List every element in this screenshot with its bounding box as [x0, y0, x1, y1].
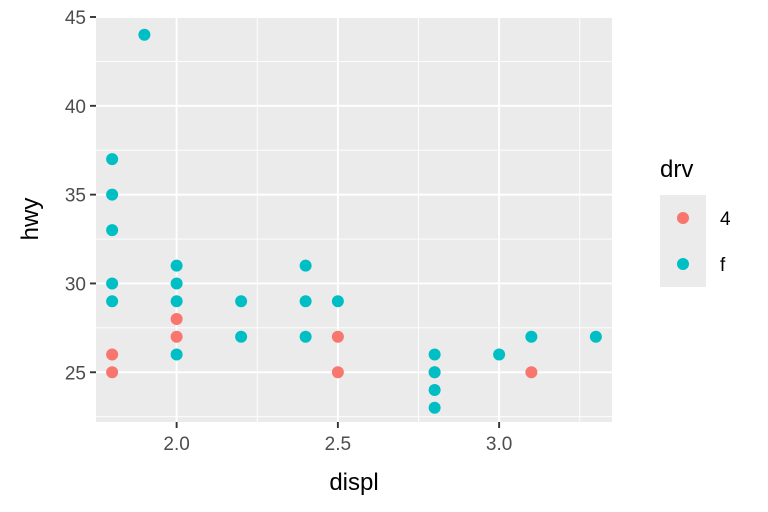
data-point-4 — [525, 366, 538, 379]
data-point-4 — [170, 312, 183, 325]
data-point-4 — [106, 348, 119, 361]
data-point-f — [331, 295, 344, 308]
legend-label: f — [720, 255, 726, 276]
x-axis: 2.0 2.5 3.0 — [163, 422, 512, 455]
grid-major — [96, 16, 612, 422]
data-point-f — [235, 330, 248, 343]
data-point-f — [106, 153, 119, 166]
legend-key-f — [677, 258, 689, 270]
data-point-f — [299, 295, 312, 308]
legend-label: 4 — [720, 209, 731, 230]
data-points — [106, 28, 602, 414]
data-point-f — [170, 295, 183, 308]
panel-background — [96, 17, 612, 422]
data-point-f — [589, 330, 602, 343]
data-point-f — [106, 224, 119, 237]
legend-key-4 — [677, 212, 689, 224]
x-tick-label: 3.0 — [486, 434, 512, 455]
y-tick-label: 40 — [65, 97, 86, 118]
data-point-f — [493, 348, 506, 361]
y-tick-label: 25 — [65, 363, 86, 384]
data-point-4 — [106, 366, 119, 379]
data-point-f — [235, 295, 248, 308]
x-tick-label: 2.5 — [325, 434, 351, 455]
data-point-f — [106, 188, 119, 201]
x-tick-label: 2.0 — [163, 434, 189, 455]
data-point-f — [106, 277, 119, 290]
legend-title: drv — [660, 156, 693, 183]
data-point-f — [170, 259, 183, 272]
data-point-f — [428, 348, 441, 361]
legend: drv 4 f — [660, 156, 731, 287]
data-point-f — [170, 277, 183, 290]
data-point-f — [428, 366, 441, 379]
data-point-4 — [170, 330, 183, 343]
x-axis-title: displ — [329, 469, 378, 496]
y-axis-title: hwy — [17, 198, 44, 241]
data-point-f — [106, 295, 119, 308]
data-point-f — [428, 384, 441, 397]
y-tick-label: 30 — [65, 274, 86, 295]
y-tick-label: 35 — [65, 186, 86, 207]
data-point-f — [428, 401, 441, 414]
data-point-f — [525, 330, 538, 343]
data-point-f — [299, 259, 312, 272]
data-point-f — [299, 330, 312, 343]
grid-minor — [96, 17, 612, 422]
data-point-f — [138, 28, 151, 41]
data-point-4 — [331, 366, 344, 379]
y-tick-label: 45 — [65, 8, 86, 29]
data-point-f — [170, 348, 183, 361]
legend-key-background — [660, 195, 706, 287]
data-point-4 — [331, 330, 344, 343]
y-axis: 25 30 35 40 45 — [65, 8, 96, 384]
